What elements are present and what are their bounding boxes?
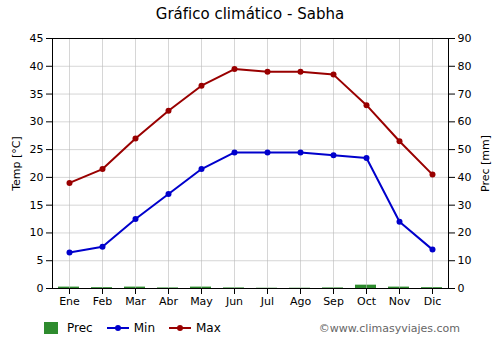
html-text:©www.climasyviajes.com: ©www.climasyviajes.com — [318, 321, 460, 335]
svg-text:30: 30 — [458, 199, 472, 212]
html-text:Prec: Prec — [67, 321, 93, 335]
svg-text:Ene: Ene — [59, 295, 80, 308]
svg-text:40: 40 — [458, 171, 472, 184]
svg-text:Feb: Feb — [93, 295, 112, 308]
svg-text:0: 0 — [37, 282, 44, 295]
svg-text:Nov: Nov — [389, 295, 411, 308]
svg-text:90: 90 — [458, 32, 472, 45]
svg-text:20: 20 — [458, 226, 472, 239]
svg-text:Mar: Mar — [125, 295, 146, 308]
svg-text:60: 60 — [458, 115, 472, 128]
svg-text:10: 10 — [30, 226, 44, 239]
svg-text:35: 35 — [30, 88, 44, 101]
svg-text:0: 0 — [458, 282, 465, 295]
svg-text:Dic: Dic — [424, 295, 442, 308]
svg-text:May: May — [190, 295, 213, 308]
svg-text:50: 50 — [458, 143, 472, 156]
svg-text:Temp [°C]: Temp [°C] — [10, 136, 23, 192]
svg-text:Oct: Oct — [357, 295, 377, 308]
svg-text:80: 80 — [458, 60, 472, 73]
svg-text:25: 25 — [30, 143, 44, 156]
svg-text:Jul: Jul — [260, 295, 274, 308]
html-text:Max: Max — [196, 321, 221, 335]
svg-text:15: 15 — [30, 199, 44, 212]
svg-text:Jun: Jun — [225, 295, 243, 308]
svg-text:45: 45 — [30, 32, 44, 45]
svg-text:10: 10 — [458, 254, 472, 267]
svg-text:40: 40 — [30, 60, 44, 73]
html-text:Min: Min — [133, 321, 155, 335]
svg-text:Sep: Sep — [323, 295, 344, 308]
svg-text:Ago: Ago — [290, 295, 312, 308]
svg-text:Abr: Abr — [159, 295, 179, 308]
svg-text:70: 70 — [458, 88, 472, 101]
svg-text:Prec [mm]: Prec [mm] — [479, 135, 492, 192]
svg-text:5: 5 — [37, 254, 44, 267]
html-text:Gráfico climático - Sabha: Gráfico climático - Sabha — [155, 5, 345, 23]
svg-text:30: 30 — [30, 115, 44, 128]
svg-text:20: 20 — [30, 171, 44, 184]
